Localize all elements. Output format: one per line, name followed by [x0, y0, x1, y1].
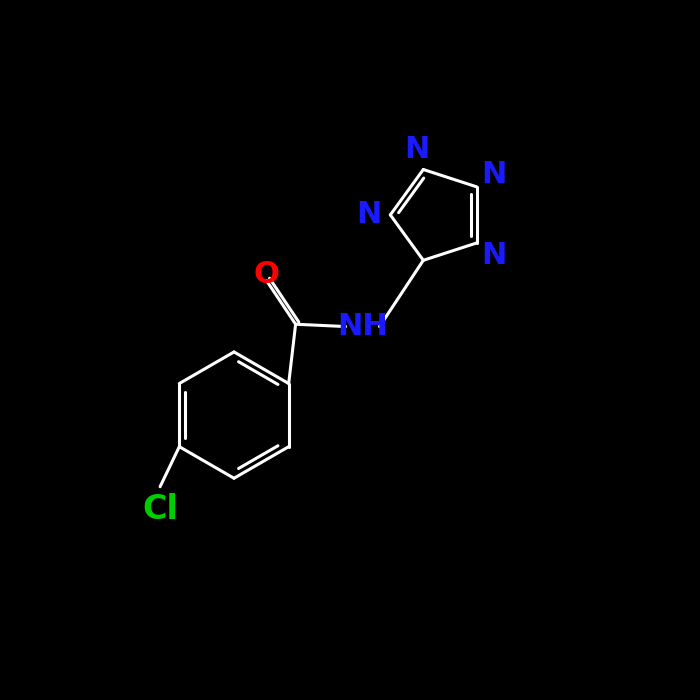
Text: N: N	[356, 200, 382, 230]
Text: N: N	[482, 160, 507, 189]
Text: O: O	[253, 260, 279, 288]
Text: N: N	[404, 134, 429, 164]
Text: Cl: Cl	[142, 493, 178, 526]
Text: NH: NH	[337, 312, 388, 341]
Text: N: N	[482, 241, 507, 270]
